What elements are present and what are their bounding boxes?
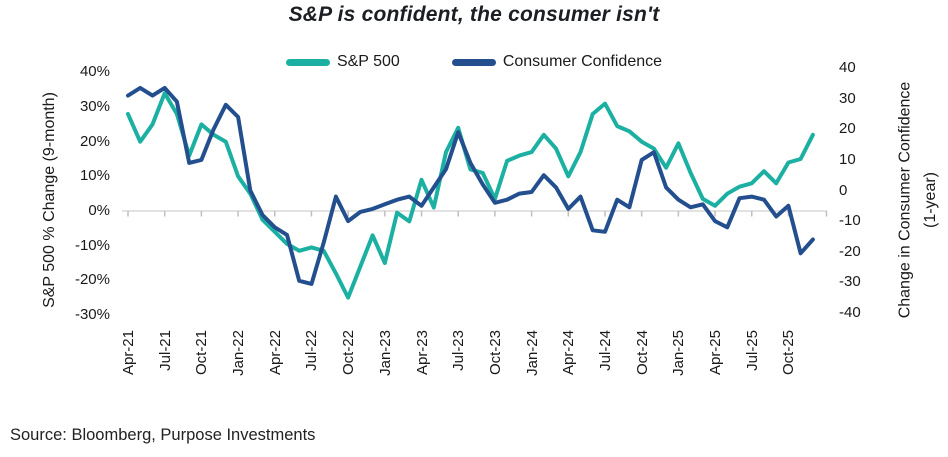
x-axis-tick-label: Jul-25 <box>743 330 761 371</box>
right-axis-tick-label: -40 <box>839 304 861 321</box>
consumer-confidence-line <box>126 85 815 286</box>
x-axis-tick-label: Jul-22 <box>303 330 321 371</box>
left-axis-tick-label: -20% <box>74 271 110 289</box>
x-axis-tick-label: Jan-23 <box>376 330 394 376</box>
right-axis-tick-label: -30 <box>839 273 861 291</box>
left-axis-tick-label: 10% <box>79 167 110 185</box>
x-axis-tick-label: Apr-25 <box>707 330 725 376</box>
x-axis-tick-label: Apr-24 <box>560 330 578 376</box>
left-axis-tick-label: -30% <box>74 305 110 323</box>
right-axis-tick-label: 20 <box>839 120 856 138</box>
x-axis-tick-label: Apr-23 <box>413 330 431 376</box>
legend-item-sp500: S&P 500 <box>285 53 400 71</box>
left-axis-tick-label: 0% <box>88 202 110 219</box>
left-axis-tick-label: -10% <box>74 236 110 254</box>
right-axis-tick-label: 0 <box>839 181 848 199</box>
right-axis-title: Change in Consumer Confidence (1-year) <box>893 50 943 350</box>
left-axis-tick-label: 20% <box>79 132 110 150</box>
s-p-500-line <box>126 91 815 300</box>
legend-swatch-consumer-confidence <box>451 58 496 66</box>
x-axis-tick-label: Oct-23 <box>486 330 504 376</box>
left-axis-title-text: S&P 500 % Change (9-month) <box>41 92 59 308</box>
chart-title: S&P is confident, the consumer isn't <box>288 3 660 26</box>
right-axis-tick-label: 30 <box>839 89 856 107</box>
x-axis-tick-label: Jul-23 <box>450 330 468 371</box>
x-axis-tick-label: Apr-22 <box>266 330 284 376</box>
right-axis-tick-label: -20 <box>839 242 861 260</box>
legend: S&P 500 Consumer Confidence <box>0 53 948 71</box>
legend-swatch-sp500 <box>285 58 330 66</box>
left-axis-tick-label: 40% <box>79 63 110 81</box>
source-text: Source: Bloomberg, Purpose Investments <box>10 426 316 444</box>
x-axis-tick-label: Oct-21 <box>193 330 211 376</box>
right-axis-title-line1: Change in Consumer Confidence <box>896 81 914 319</box>
x-axis-tick-label: Oct-24 <box>633 330 651 376</box>
x-axis-tick-label: Jul-24 <box>596 330 614 371</box>
right-axis-tick-label: 40 <box>839 59 856 76</box>
right-axis-title-line2: (1-year) <box>921 171 939 229</box>
legend-item-consumer-confidence: Consumer Confidence <box>451 53 663 71</box>
x-axis-tick-label: Apr-21 <box>120 330 137 376</box>
right-axis-title-line2-cell: (1-year) <box>918 172 943 228</box>
x-axis-tick-label: Oct-25 <box>780 330 798 376</box>
x-axis-tick-label: Jan-25 <box>670 330 688 376</box>
legend-label-consumer-confidence: Consumer Confidence <box>502 53 663 70</box>
left-axis-title: S&P 500 % Change (9-month) <box>28 60 72 340</box>
right-axis-title-line1-cell: Change in Consumer Confidence <box>893 82 918 319</box>
x-axis-tick-label: Oct-22 <box>340 330 358 376</box>
left-axis-tick-label: 30% <box>79 98 110 116</box>
right-axis-tick-label: 10 <box>839 150 856 168</box>
legend-label-sp500: S&P 500 <box>336 53 400 70</box>
x-axis-tick-label: Jan-24 <box>523 330 541 376</box>
x-axis-tick-label: Jan-22 <box>230 330 248 376</box>
x-axis-tick-label: Jul-21 <box>156 330 174 371</box>
right-axis-tick-label: -10 <box>839 212 861 230</box>
